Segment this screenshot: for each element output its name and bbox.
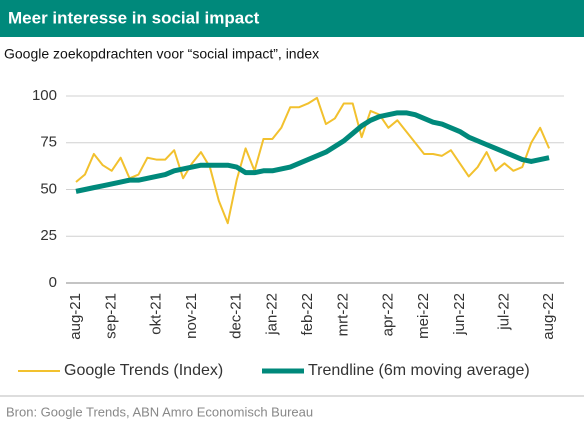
y-tick-label: 0 <box>49 274 57 291</box>
x-tick-label: feb-22 <box>299 293 316 336</box>
legend-label: Trendline (6m moving average) <box>308 362 530 379</box>
x-tick-label: dec-21 <box>228 293 245 339</box>
x-tick-label: apr-22 <box>379 293 396 336</box>
x-tick-label: sep-21 <box>103 293 120 339</box>
data-line <box>75 110 550 194</box>
y-tick-label: 75 <box>40 134 57 151</box>
y-tick-label: 25 <box>40 227 57 244</box>
legend-label: Google Trends (Index) <box>64 362 223 379</box>
x-tick-label: mrt-22 <box>335 293 352 336</box>
x-tick-label: okt-21 <box>147 293 164 335</box>
chart-title: Meer interesse in social impact <box>8 8 260 27</box>
x-tick-label: jan-22 <box>263 293 280 336</box>
x-tick-label: jul-22 <box>495 293 512 331</box>
x-tick-label: aug-22 <box>540 293 557 340</box>
chart-subtitle: Google zoekopdrachten voor “social impac… <box>4 46 319 62</box>
x-tick-label: aug-21 <box>67 293 84 340</box>
data-line <box>75 96 550 225</box>
header-bar <box>0 0 584 37</box>
x-tick-label: nov-21 <box>183 293 200 339</box>
y-tick-label: 100 <box>32 87 57 104</box>
source-note: Bron: Google Trends, ABN Amro Economisch… <box>6 404 313 419</box>
y-tick-label: 50 <box>40 180 57 197</box>
x-tick-label: jun-22 <box>451 293 468 336</box>
x-tick-label: mei-22 <box>415 293 432 339</box>
